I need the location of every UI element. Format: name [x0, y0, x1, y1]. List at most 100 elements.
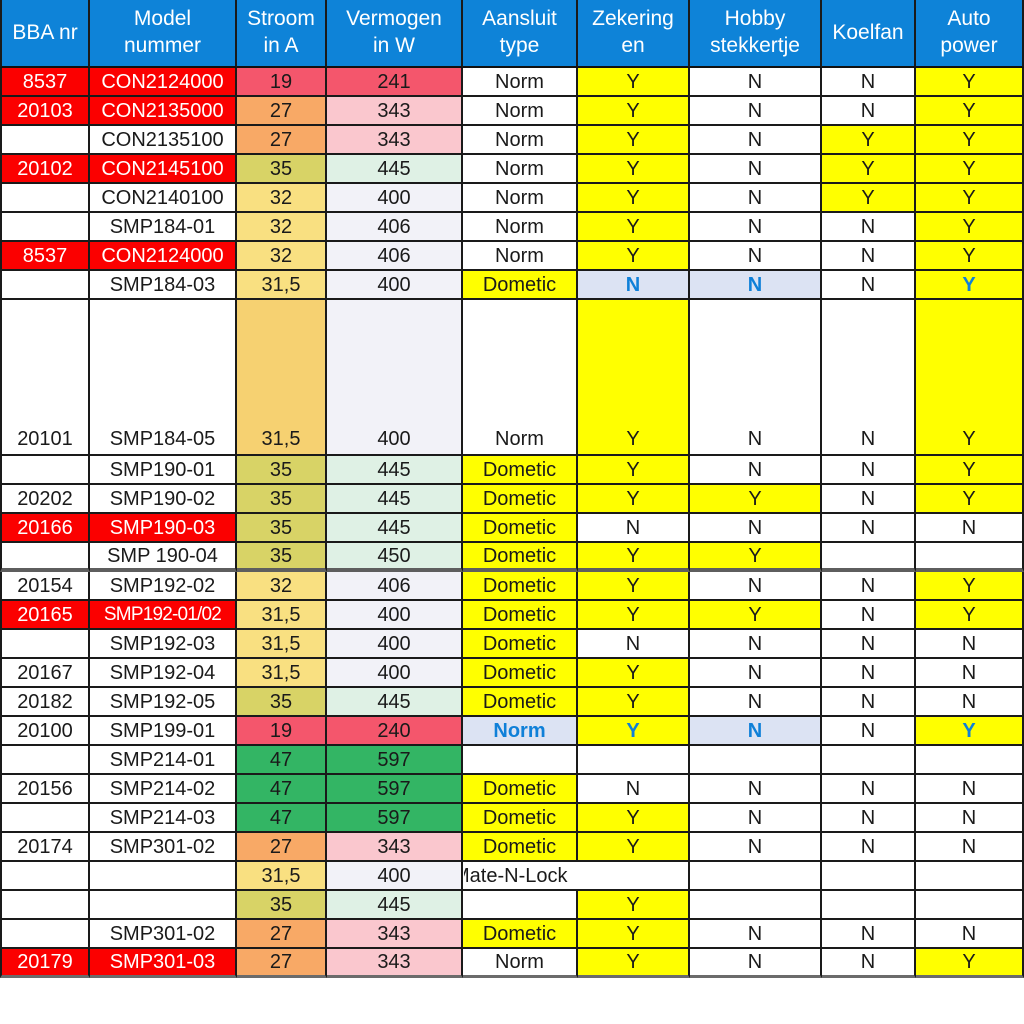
cell-koelfan: N: [822, 213, 916, 242]
table-row: 20165 SMP192-01/02 31,5 400 Dometic Y Y N Y: [0, 601, 1024, 630]
cell-aansluit-type: Norm: [463, 155, 578, 184]
cell-stroom-a: 47: [237, 804, 327, 833]
column-header-vermogen-w: Vermogen in W: [327, 0, 463, 68]
cell-vermogen-w: 400: [327, 601, 463, 630]
cell-hobby-stekkertje: [690, 746, 822, 775]
cell-stroom-a: 31,5: [237, 271, 327, 300]
cell-aansluit-type: Mate-N-Lock: [463, 862, 578, 891]
cell-auto-power: [916, 543, 1024, 572]
cell-model-nummer: [90, 862, 237, 891]
cell-bba-nr: [0, 630, 90, 659]
cell-aansluit-type: Dometic: [463, 271, 578, 300]
cell-model-nummer: CON2140100: [90, 184, 237, 213]
cell-auto-power: N: [916, 920, 1024, 949]
cell-bba-nr: [0, 804, 90, 833]
cell-zekeringen: Y: [578, 68, 690, 97]
cell-hobby-stekkertje: N: [690, 920, 822, 949]
cell-model-nummer: [90, 891, 237, 920]
table-row: 20202 SMP190-02 35 445 Dometic Y Y N Y: [0, 485, 1024, 514]
cell-vermogen-w: 241: [327, 68, 463, 97]
cell-hobby-stekkertje: N: [690, 184, 822, 213]
cell-zekeringen: Y: [578, 804, 690, 833]
cell-zekeringen: Y: [578, 891, 690, 920]
table-row: SMP301-02 27 343 Dometic Y N N N: [0, 920, 1024, 949]
cell-zekeringen: Y: [578, 572, 690, 601]
cell-stroom-a: 32: [237, 242, 327, 271]
table-row: SMP184-01 32 406 Norm Y N N Y: [0, 213, 1024, 242]
cell-aansluit-type: Dometic: [463, 601, 578, 630]
cell-model-nummer: SMP214-01: [90, 746, 237, 775]
cell-zekeringen: Y: [578, 184, 690, 213]
cell-model-nummer: SMP192-02: [90, 572, 237, 601]
cell-stroom-a: 27: [237, 126, 327, 155]
parts-table: BBA nr Model nummer Stroom in A Vermogen in…: [0, 0, 1024, 978]
cell-hobby-stekkertje: N: [690, 514, 822, 543]
cell-model-nummer: SMP 190-04: [90, 543, 237, 572]
cell-koelfan: Y: [822, 155, 916, 184]
cell-aansluit-type: Norm: [463, 213, 578, 242]
cell-bba-nr: [0, 456, 90, 485]
cell-hobby-stekkertje: N: [690, 630, 822, 659]
cell-model-nummer: SMP301-03: [90, 949, 237, 978]
cell-vermogen-w: 343: [327, 833, 463, 862]
cell-aansluit-type: Norm: [463, 300, 578, 456]
cell-vermogen-w: 400: [327, 271, 463, 300]
cell-model-nummer: SMP190-02: [90, 485, 237, 514]
cell-model-nummer: CON2145100: [90, 155, 237, 184]
cell-vermogen-w: 450: [327, 543, 463, 572]
cell-model-nummer: SMP190-03: [90, 514, 237, 543]
cell-vermogen-w: 445: [327, 456, 463, 485]
cell-koelfan: N: [822, 630, 916, 659]
cell-hobby-stekkertje: N: [690, 688, 822, 717]
cell-model-nummer: SMP192-04: [90, 659, 237, 688]
cell-koelfan: N: [822, 775, 916, 804]
table-row: 31,5 400 Mate-N-Lock: [0, 862, 1024, 891]
table-row: SMP214-01 47 597: [0, 746, 1024, 775]
cell-zekeringen: N: [578, 630, 690, 659]
cell-aansluit-type: Dometic: [463, 775, 578, 804]
cell-aansluit-type: Norm: [463, 717, 578, 746]
cell-aansluit-type: Dometic: [463, 920, 578, 949]
column-header-model-nummer: Model nummer: [90, 0, 237, 68]
cell-stroom-a: 32: [237, 572, 327, 601]
table-row: SMP 190-04 35 450 Dometic Y Y: [0, 543, 1024, 572]
cell-model-nummer: SMP184-05: [90, 300, 237, 456]
cell-stroom-a: 27: [237, 920, 327, 949]
cell-bba-nr: 20154: [0, 572, 90, 601]
cell-koelfan: N: [822, 572, 916, 601]
cell-koelfan: [822, 746, 916, 775]
cell-zekeringen: Y: [578, 300, 690, 456]
cell-zekeringen: Y: [578, 456, 690, 485]
cell-koelfan: N: [822, 485, 916, 514]
cell-model-nummer: SMP301-02: [90, 920, 237, 949]
cell-bba-nr: [0, 862, 90, 891]
cell-zekeringen: Y: [578, 126, 690, 155]
cell-zekeringen: Y: [578, 601, 690, 630]
cell-koelfan: N: [822, 688, 916, 717]
table-row: CON2140100 32 400 Norm Y N Y Y: [0, 184, 1024, 213]
column-header-bba-nr: BBA nr: [0, 0, 90, 68]
cell-aansluit-type: Norm: [463, 68, 578, 97]
cell-zekeringen: Y: [578, 155, 690, 184]
cell-vermogen-w: 240: [327, 717, 463, 746]
cell-vermogen-w: 445: [327, 891, 463, 920]
cell-vermogen-w: 400: [327, 862, 463, 891]
cell-model-nummer: SMP301-02: [90, 833, 237, 862]
cell-koelfan: [822, 543, 916, 572]
cell-aansluit-type: Norm: [463, 97, 578, 126]
cell-hobby-stekkertje: N: [690, 717, 822, 746]
cell-aansluit-type: Norm: [463, 242, 578, 271]
cell-zekeringen: Y: [578, 659, 690, 688]
cell-zekeringen: N: [578, 775, 690, 804]
cell-hobby-stekkertje: N: [690, 775, 822, 804]
cell-aansluit-type: Dometic: [463, 485, 578, 514]
table-row: 20182 SMP192-05 35 445 Dometic Y N N N: [0, 688, 1024, 717]
overflow-text: Mate-N-Lock: [453, 864, 568, 887]
cell-aansluit-type: Dometic: [463, 514, 578, 543]
cell-stroom-a: 31,5: [237, 601, 327, 630]
cell-auto-power: Y: [916, 242, 1024, 271]
cell-stroom-a: 19: [237, 68, 327, 97]
cell-hobby-stekkertje: Y: [690, 601, 822, 630]
cell-hobby-stekkertje: N: [690, 833, 822, 862]
cell-auto-power: N: [916, 514, 1024, 543]
